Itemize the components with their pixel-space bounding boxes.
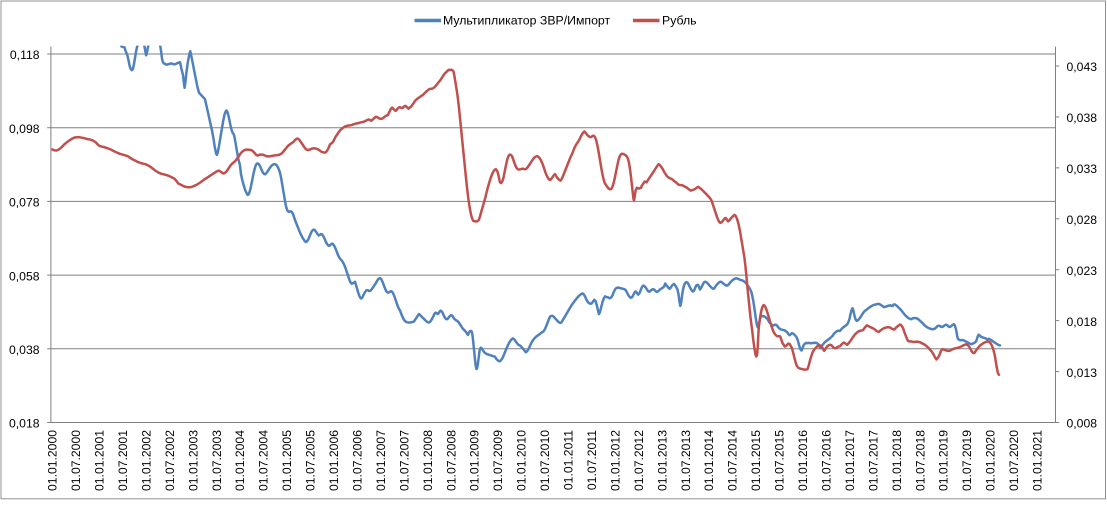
svg-text:01.01.2009: 01.01.2009 — [468, 430, 482, 491]
svg-text:01.01.2020: 01.01.2020 — [984, 430, 998, 491]
svg-text:0,078: 0,078 — [9, 196, 40, 210]
svg-text:Рубль: Рубль — [662, 14, 697, 28]
svg-text:01.07.2018: 01.07.2018 — [913, 430, 927, 491]
svg-text:01.07.2009: 01.07.2009 — [491, 430, 505, 491]
svg-text:01.07.2019: 01.07.2019 — [960, 430, 974, 491]
svg-text:01.01.2017: 01.01.2017 — [843, 430, 857, 491]
svg-text:01.07.2015: 01.07.2015 — [773, 430, 787, 491]
svg-text:01.07.2020: 01.07.2020 — [1007, 430, 1021, 491]
svg-text:01.01.2013: 01.01.2013 — [655, 430, 669, 491]
svg-text:0,118: 0,118 — [10, 48, 40, 62]
svg-text:01.01.2018: 01.01.2018 — [890, 430, 904, 491]
svg-text:0,098: 0,098 — [9, 122, 40, 136]
svg-text:01.07.2012: 01.07.2012 — [632, 430, 646, 491]
svg-text:01.01.2012: 01.01.2012 — [608, 430, 622, 491]
svg-text:Мультипликатор ЗВР/Импорт: Мультипликатор ЗВР/Импорт — [443, 14, 610, 28]
svg-text:01.07.2000: 01.07.2000 — [69, 430, 83, 491]
svg-text:01.07.2011: 01.07.2011 — [585, 430, 599, 490]
svg-text:01.07.2003: 01.07.2003 — [210, 430, 224, 491]
svg-text:01.07.2008: 01.07.2008 — [444, 430, 458, 491]
svg-text:01.07.2010: 01.07.2010 — [538, 430, 552, 491]
svg-text:01.01.2008: 01.01.2008 — [421, 430, 435, 491]
svg-text:01.07.2006: 01.07.2006 — [350, 430, 364, 491]
svg-text:01.07.2005: 01.07.2005 — [304, 430, 318, 491]
svg-text:01.01.2000: 01.01.2000 — [46, 430, 60, 491]
svg-text:01.07.2016: 01.07.2016 — [819, 430, 833, 491]
svg-text:01.01.2007: 01.01.2007 — [374, 430, 388, 491]
svg-text:01.01.2005: 01.01.2005 — [280, 430, 294, 491]
svg-text:0,038: 0,038 — [9, 343, 40, 357]
svg-text:01.01.2014: 01.01.2014 — [702, 430, 716, 491]
svg-text:01.01.2019: 01.01.2019 — [937, 430, 951, 491]
svg-text:0,018: 0,018 — [1067, 315, 1098, 329]
svg-text:01.07.2013: 01.07.2013 — [679, 430, 693, 491]
svg-text:01.01.2015: 01.01.2015 — [749, 430, 763, 491]
svg-text:0,018: 0,018 — [9, 417, 40, 431]
svg-text:01.01.2016: 01.01.2016 — [796, 430, 810, 491]
svg-text:01.01.2002: 01.01.2002 — [139, 430, 153, 491]
svg-text:01.01.2003: 01.01.2003 — [186, 430, 200, 491]
svg-text:0,023: 0,023 — [1067, 264, 1098, 278]
svg-text:01.07.2002: 01.07.2002 — [163, 430, 177, 491]
svg-text:01.01.2001: 01.01.2001 — [93, 430, 107, 491]
svg-text:0,013: 0,013 — [1067, 366, 1098, 380]
svg-text:0,043: 0,043 — [1067, 60, 1098, 74]
svg-text:0,038: 0,038 — [1067, 111, 1098, 125]
svg-text:0,008: 0,008 — [1067, 417, 1098, 431]
svg-text:01.07.2001: 01.07.2001 — [116, 430, 130, 491]
svg-text:01.01.2006: 01.01.2006 — [327, 430, 341, 491]
svg-text:01.01.2010: 01.01.2010 — [515, 430, 529, 491]
svg-text:01.07.2017: 01.07.2017 — [866, 430, 880, 491]
svg-text:01.07.2007: 01.07.2007 — [397, 430, 411, 491]
svg-text:01.01.2021: 01.01.2021 — [1031, 430, 1045, 491]
svg-text:0,028: 0,028 — [1067, 213, 1098, 227]
svg-text:0,033: 0,033 — [1067, 162, 1098, 176]
svg-text:01.07.2004: 01.07.2004 — [257, 430, 271, 491]
svg-text:01.01.2011: 01.01.2011 — [562, 430, 576, 490]
svg-text:0,058: 0,058 — [9, 269, 40, 283]
svg-text:01.07.2014: 01.07.2014 — [726, 430, 740, 491]
svg-text:01.01.2004: 01.01.2004 — [233, 430, 247, 491]
